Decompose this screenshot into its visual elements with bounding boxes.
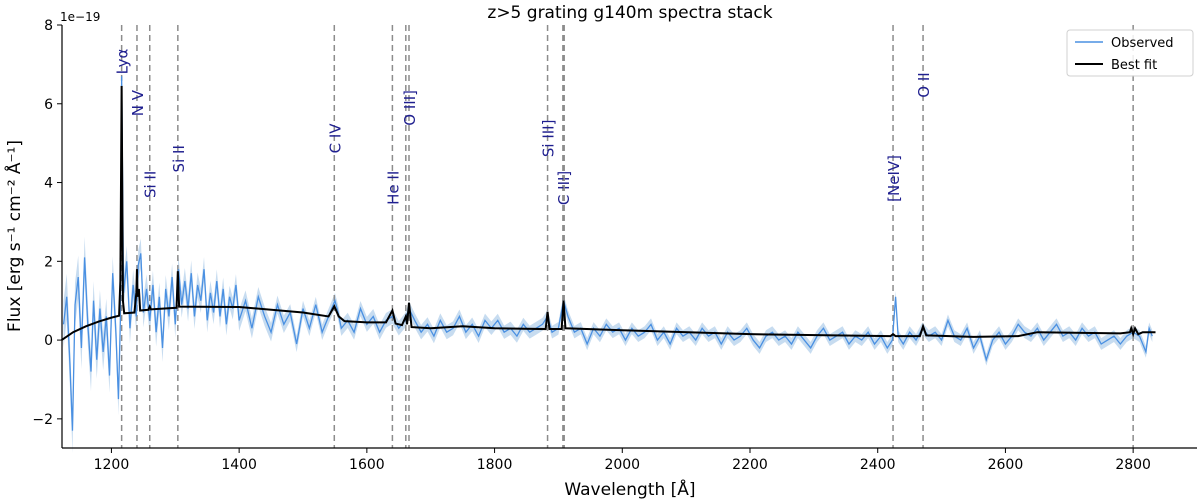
- x-tick-label: 1400: [221, 457, 257, 473]
- emission-line-label: C IV: [326, 123, 344, 154]
- x-tick-label: 2200: [732, 457, 768, 473]
- best-fit-series-line: [61, 86, 1156, 341]
- x-tick-label: 2800: [1115, 457, 1151, 473]
- x-tick-label: 2400: [860, 457, 896, 473]
- y-tick-label: −2: [32, 412, 53, 428]
- emission-line-label: He II: [384, 171, 402, 205]
- emission-line-label: Si II: [142, 171, 160, 198]
- x-tick-label: 2600: [988, 457, 1024, 473]
- emission-line-label: O II: [915, 72, 933, 97]
- legend-bestfit-label: Best fit: [1111, 58, 1157, 73]
- legend: Observed Best fit: [1066, 29, 1194, 77]
- x-tick-label: 1800: [477, 457, 513, 473]
- y-tick-label: 2: [44, 254, 53, 270]
- y-tick-label: 8: [44, 18, 53, 34]
- emission-line-label: [NeIV]: [885, 155, 903, 202]
- chart-title: z>5 grating g140m spectra stack: [487, 3, 772, 23]
- emission-line-label: Si III]: [540, 120, 558, 158]
- y-tick-label: 4: [44, 176, 53, 192]
- observed-uncertainty-band: [63, 60, 1153, 453]
- x-tick-label: 1600: [349, 457, 385, 473]
- x-axis-label: Wavelength [Å]: [564, 478, 695, 500]
- x-tick-label: 2000: [604, 457, 640, 473]
- observed-series-line: [62, 76, 1153, 431]
- emission-line-label: Lyα: [114, 49, 132, 75]
- emission-line-label: O III]: [401, 90, 419, 126]
- y-tick-label: 0: [44, 333, 53, 349]
- y-tick-label: 6: [44, 97, 53, 113]
- legend-observed-label: Observed: [1111, 36, 1174, 51]
- y-axis-label: Flux [erg s⁻¹ cm⁻² Å⁻¹]: [3, 140, 25, 332]
- y-offset-text: 1e−19: [60, 10, 100, 24]
- emission-line-label: Si II: [170, 145, 188, 172]
- emission-line-label: N V: [129, 89, 147, 116]
- x-tick-label: 1200: [94, 457, 130, 473]
